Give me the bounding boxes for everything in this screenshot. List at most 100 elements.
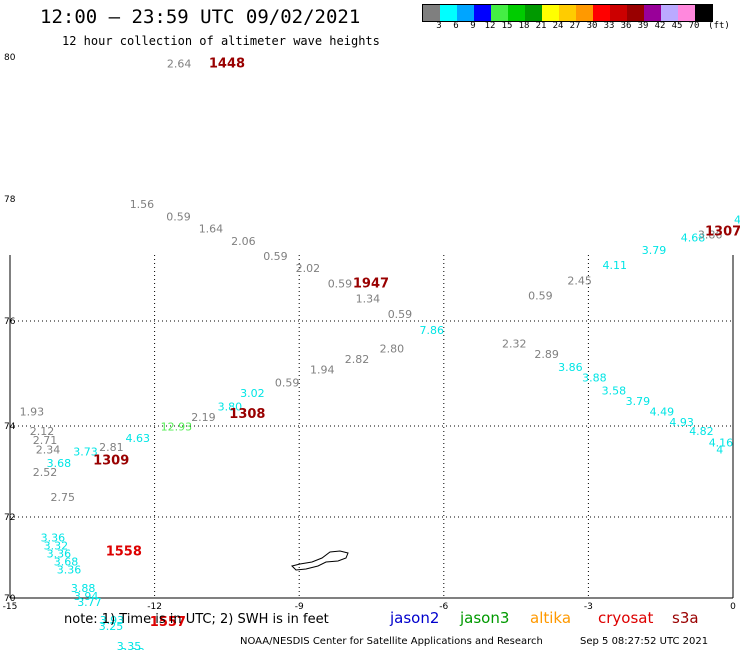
swh-value: 3.94 [74,590,99,603]
lon-tick-label: -9 [295,602,304,612]
legend-item-cryosat: cryosat [598,609,654,627]
swh-value: 3.88 [71,582,96,595]
scale-swatch [491,5,508,21]
swh-value: 12.93 [161,421,193,434]
swh-value: 3.35 [117,640,142,650]
swh-value: 4.16 [709,436,734,449]
scale-label: 27 [569,21,581,31]
scale-swatch [593,5,610,21]
lon-tick-label: -3 [584,602,593,612]
scale-swatch [576,5,593,21]
swh-value: 2.82 [345,353,370,366]
swh-value: 3.25 [99,620,124,633]
scale-label: 33 [603,21,615,31]
pass-time: 1557 [150,615,186,630]
scale-label: 3 [436,21,442,31]
scale-swatch [661,5,678,21]
scale-label: 9 [470,21,476,31]
color-scale-bar [422,4,713,22]
swh-value: 2.02 [296,262,321,275]
swh-value: 3.32 [44,539,69,552]
graticule [9,255,734,599]
swh-value: 0.59 [166,210,191,223]
swh-value: 1.34 [356,293,381,306]
lat-tick-label: 78 [4,195,16,205]
axis-labels: -15 -12 -9 -6 -3 0 70 72 74 76 78 80 [3,53,736,612]
swh-value: 3.36 [41,531,66,544]
swh-value: 4.93 [669,416,694,429]
lon-tick-label: 0 [730,602,736,612]
scale-label: 30 [586,21,598,31]
swh-value: 2.12 [30,425,55,438]
scale-label: 12 [484,21,496,31]
pass-time-labels: 1448 1947 1308 1309 1558 1557 1307 [93,57,740,630]
pass-time: 1947 [353,276,389,291]
lat-tick-label: 72 [4,513,15,523]
lon-tick-label: -12 [147,602,162,612]
timestamp: Sep 5 08:27:52 UTC 2021 [580,636,709,647]
swh-value: 2.71 [33,434,58,447]
swh-value: 2.75 [51,491,76,504]
swh-value: 3.88 [582,371,607,384]
scale-label: 24 [552,21,564,31]
swh-value: 1.64 [199,223,224,236]
lon-tick-label: -15 [3,602,18,612]
scale-swatch [542,5,559,21]
scale-unit: (ft) [708,21,730,31]
scale-swatch [423,5,440,21]
scale-swatch [644,5,661,21]
legend-item-jason3: jason3 [460,609,510,627]
swh-value: 3.68 [54,556,79,569]
scale-swatch [457,5,474,21]
swh-value: 3.77 [77,596,102,609]
scale-swatch [559,5,576,21]
swh-value: 3.36 [47,548,72,561]
swh-value: 2.52 [33,466,58,479]
scale-swatch [678,5,695,21]
lat-tick-label: 80 [4,53,16,63]
pass-time: 1307 [705,225,740,240]
scale-label: 21 [535,21,547,31]
legend-item-s3a: s3a [672,609,699,627]
swh-value: 1.94 [310,364,335,377]
lon-tick-label: -6 [439,602,448,612]
page-title: 12:00 – 23:59 UTC 09/02/2021 [40,6,361,28]
swh-value: 2.45 [567,274,592,287]
swh-value: 0.59 [328,277,353,290]
swh-value: 3.80 [218,400,243,413]
swh-value: 4.82 [689,425,714,438]
swh-value: 2.19 [191,411,216,424]
pass-time: 1309 [93,454,129,469]
wave-height-observations: 2.641.560.591.642.060.592.020.591.340.59… [20,58,740,650]
swh-value: 3.86 [698,229,723,242]
swh-value: 4.49 [650,406,675,419]
swh-value: 2.89 [534,348,559,361]
swh-value: 3.79 [642,244,667,257]
swh-value: 3.02 [240,387,265,400]
swh-value: 3.79 [626,395,651,408]
scale-label: 15 [501,21,513,31]
swh-value: 3.38 [120,646,145,650]
swh-value: 2.06 [231,235,256,248]
lat-tick-label: 76 [4,317,16,327]
pass-time: 1448 [209,57,245,72]
jan-mayen-outline [291,550,349,571]
swh-value: 3.73 [73,446,98,459]
lat-tick-label: 70 [4,594,16,604]
swh-value: 2.34 [36,443,61,456]
scale-swatch [440,5,457,21]
swh-value: 3.68 [47,457,72,470]
swh-value: 0.59 [388,308,413,321]
swh-value: 1.56 [130,198,155,211]
scale-label: 45 [671,21,683,31]
swh-value: 2.64 [167,58,192,71]
legend-item-jason2: jason2 [390,609,440,627]
swh-value: 2.32 [502,337,527,350]
swh-value: 3.86 [558,361,583,374]
swh-value: 3.93 [100,614,125,627]
scale-swatch [474,5,491,21]
scale-swatch [627,5,644,21]
swh-value: 4.11 [603,259,628,272]
page-subtitle: 12 hour collection of altimeter wave hei… [62,34,380,48]
